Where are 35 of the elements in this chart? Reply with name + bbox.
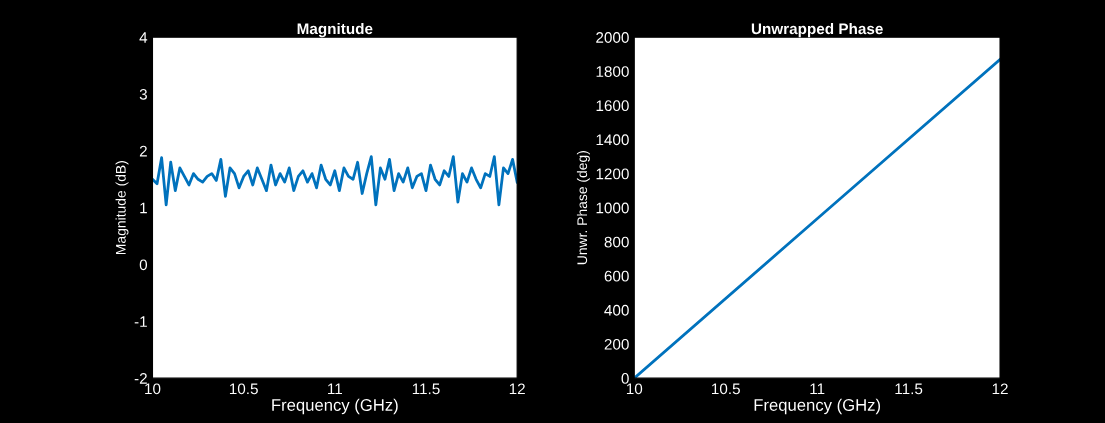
x-tick-label: 11 [328,383,342,395]
y-tick-label: 1000 [596,202,629,214]
line-series [152,155,518,207]
y-tick-label: 1 [140,202,147,214]
y-axis-title: Magnitude (dB) [115,161,129,255]
x-tick-label: 12 [509,383,525,395]
y-tick-label: 0 [139,259,148,271]
y-tick-label: 400 [604,304,629,316]
x-tick-label: 10 [626,383,643,395]
x-tick-label: 11 [810,383,825,395]
y-axis-title: Unwr. Phase (deg) [576,151,590,265]
y-tick-label: 800 [604,236,629,248]
x-tick-label: 10.5 [229,383,258,395]
y-tick-label: 600 [604,270,629,282]
x-tick-label: 10 [145,383,161,395]
x-axis-title: Frequency (GHz) [754,398,881,415]
y-tick-label: -2 [134,373,147,384]
y-tick-label: 1600 [596,100,629,112]
chart-title: Magnitude [297,22,373,38]
y-tick-label: 3 [139,88,147,100]
y-tick-label: 4 [139,32,148,43]
y-tick-label: 1800 [596,66,629,77]
y-tick-label: -1 [134,316,147,327]
x-axis-title: Frequency (GHz) [272,398,398,415]
x-tick-label: 11.5 [412,383,440,395]
chart-title: Unwrapped Phase [751,22,883,38]
y-tick-label: 200 [604,338,629,350]
y-tick-label: 2000 [596,32,629,43]
y-tick-label: 1200 [596,168,629,180]
x-tick-label: 12 [992,383,1008,395]
x-tick-label: 11.5 [895,383,923,395]
y-tick-label: 2 [139,145,147,157]
x-tick-label: 10.5 [712,383,740,395]
y-tick-label: 1400 [596,134,629,146]
y-tick-label: 0 [621,373,629,384]
